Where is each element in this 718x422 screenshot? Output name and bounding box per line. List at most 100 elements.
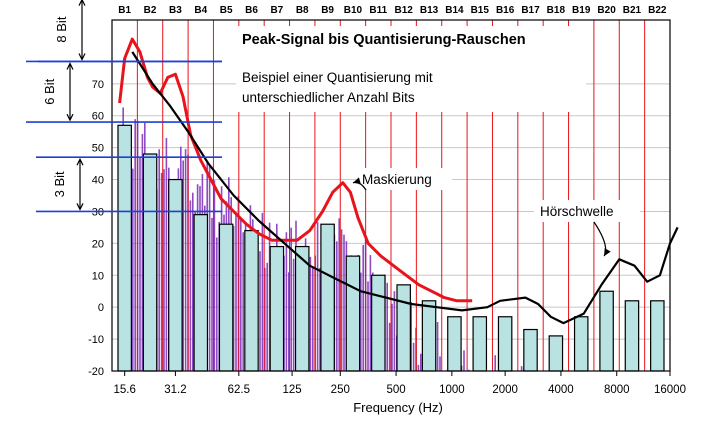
- band-label-B11: B11: [369, 5, 387, 16]
- chart-title: Peak-Signal bis Quantisierung-Rauschen: [242, 32, 526, 48]
- spectrum-line: [158, 149, 160, 371]
- y-tick-label-4: 20: [92, 238, 104, 250]
- annotation-arrowhead-1: [604, 248, 611, 257]
- y-tick-label-9: 70: [92, 79, 104, 91]
- x-tick-label-4: 250: [331, 384, 350, 396]
- y-tick-label-0: -20: [88, 366, 104, 378]
- bracket-head-bottom-0: [78, 53, 86, 61]
- bar-B4: [193, 214, 209, 372]
- bar-B5: [218, 223, 234, 372]
- spectrum-line: [189, 200, 192, 371]
- y-tick-label-6: 40: [92, 175, 104, 187]
- band-label-B4: B4: [194, 5, 207, 16]
- spectrum-line: [242, 232, 244, 371]
- band-label-B5: B5: [220, 5, 233, 16]
- spectrum-line: [410, 301, 412, 371]
- spectrum-line: [184, 149, 187, 371]
- bracket-head-bottom-2: [76, 203, 84, 211]
- y-tick-label-8: 60: [92, 111, 104, 123]
- spectrum-line: [362, 244, 364, 371]
- bar-B2: [142, 153, 158, 372]
- x-axis-label: Frequency (Hz): [353, 400, 443, 415]
- band-label-B8: B8: [296, 5, 309, 16]
- x-tick-label-3: 125: [282, 384, 301, 396]
- spectrum-line: [208, 165, 211, 371]
- bar-B6: [244, 230, 259, 372]
- band-label-B17: B17: [521, 5, 540, 16]
- plot-frame: [111, 19, 671, 372]
- y-tick-label-1: -10: [88, 334, 104, 346]
- bar-B3: [168, 178, 183, 372]
- band-label-B13: B13: [420, 5, 439, 16]
- bar-B18: [548, 335, 564, 372]
- annotation-arrowhead-0: [352, 177, 361, 185]
- band-label-B12: B12: [395, 5, 414, 16]
- x-tick-label-1: 31.2: [164, 384, 186, 396]
- x-tick-label-10: 16000: [654, 384, 686, 396]
- bars: [117, 124, 665, 372]
- band-label-B20: B20: [597, 5, 616, 16]
- bar-B14: [447, 316, 462, 372]
- bar-B15: [472, 316, 488, 372]
- spectrum-line: [290, 227, 292, 371]
- spectrum-line: [316, 222, 319, 371]
- spectrum-line: [360, 272, 362, 371]
- spectrum-line: [216, 237, 218, 371]
- bar-B13: [421, 300, 437, 372]
- y-tick-label-2: 0: [98, 302, 104, 314]
- x-tick-label-0: 15.6: [113, 384, 135, 396]
- curve-hoerschwelle: [131, 51, 679, 325]
- spectrum-line: [139, 157, 141, 371]
- spectrum-line: [386, 282, 388, 371]
- band-label-B16: B16: [496, 5, 515, 16]
- bracket-head-top-2: [76, 157, 84, 166]
- band-label-B2: B2: [144, 5, 157, 16]
- spectrum-line: [163, 169, 165, 371]
- chart-subtitle-line-2: unterschiedlicher Anzahl Bits: [242, 90, 415, 105]
- x-tick-label-9: 8000: [604, 384, 630, 396]
- bracket-label-0: 8 Bit: [54, 16, 69, 42]
- bar-B21: [624, 300, 640, 372]
- spectrum-line: [369, 255, 372, 371]
- spectrum-line: [288, 272, 290, 371]
- title-box: [236, 26, 586, 112]
- band-label-B9: B9: [321, 5, 334, 16]
- annotation-bg-1: [534, 200, 640, 222]
- spectrum-line: [463, 350, 465, 371]
- bar-B19: [573, 316, 589, 372]
- spectrum-line: [132, 168, 134, 371]
- spectrum-line: [266, 262, 268, 371]
- spectrum-line: [165, 137, 168, 371]
- bar-B7: [269, 245, 285, 372]
- bar-B20: [599, 290, 614, 372]
- y-tick-label-5: 30: [92, 206, 104, 218]
- spectrum-line: [439, 356, 441, 371]
- spectrum-line: [494, 355, 496, 371]
- spectrum-line: [520, 366, 523, 371]
- bar-B12: [396, 284, 411, 372]
- bracket-head-top-1: [66, 62, 74, 70]
- spectrum-line: [367, 281, 369, 371]
- spectrum-line: [182, 160, 184, 371]
- bar-B17: [523, 328, 538, 372]
- spectrum-line: [319, 267, 321, 371]
- band-label-B7: B7: [270, 5, 283, 16]
- bracket-label-2: 3 Bit: [52, 171, 67, 197]
- bar-B11: [371, 274, 386, 372]
- band-label-B3: B3: [169, 5, 182, 16]
- spectrum-line: [211, 217, 213, 371]
- spectrum-line: [393, 291, 396, 371]
- bracket-head-bottom-1: [66, 113, 74, 122]
- bracket-label-1: 6 Bit: [42, 78, 57, 104]
- spectrum-line: [412, 342, 415, 371]
- spectrum-line: [336, 241, 338, 371]
- y-tick-label-3: 10: [92, 270, 104, 282]
- spectrum-line: [213, 180, 216, 371]
- spectrum-line: [235, 214, 237, 371]
- band-label-B18: B18: [547, 5, 566, 16]
- x-tick-label-8: 4000: [548, 384, 574, 396]
- spectrum-line: [340, 229, 343, 371]
- spectrum-line: [261, 212, 264, 371]
- spectrum-line: [285, 232, 288, 371]
